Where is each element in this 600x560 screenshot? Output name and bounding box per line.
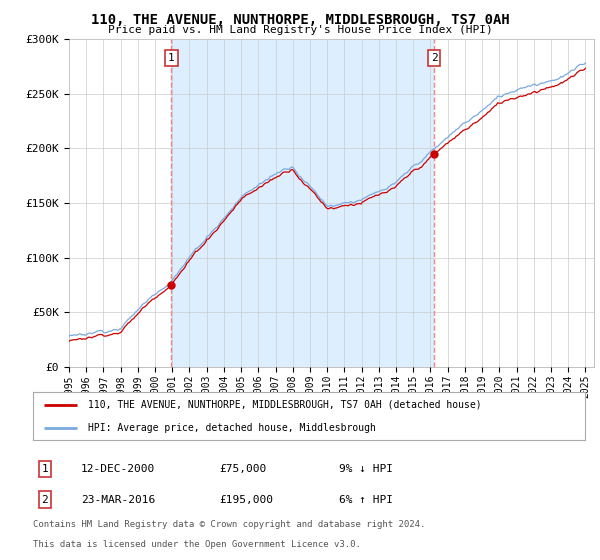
Text: 2: 2 [431,53,437,63]
Text: £195,000: £195,000 [219,494,273,505]
Text: 2: 2 [41,494,49,505]
Text: 1: 1 [168,53,175,63]
Text: 23-MAR-2016: 23-MAR-2016 [81,494,155,505]
Text: 1: 1 [41,464,49,474]
Text: 9% ↓ HPI: 9% ↓ HPI [339,464,393,474]
Text: 12-DEC-2000: 12-DEC-2000 [81,464,155,474]
Text: 110, THE AVENUE, NUNTHORPE, MIDDLESBROUGH, TS7 0AH (detached house): 110, THE AVENUE, NUNTHORPE, MIDDLESBROUG… [88,400,482,410]
Text: 110, THE AVENUE, NUNTHORPE, MIDDLESBROUGH, TS7 0AH: 110, THE AVENUE, NUNTHORPE, MIDDLESBROUG… [91,13,509,27]
Bar [172,39,434,367]
Text: HPI: Average price, detached house, Middlesbrough: HPI: Average price, detached house, Midd… [88,423,376,433]
Text: Price paid vs. HM Land Registry's House Price Index (HPI): Price paid vs. HM Land Registry's House … [107,25,493,35]
Text: Contains HM Land Registry data © Crown copyright and database right 2024.: Contains HM Land Registry data © Crown c… [33,520,425,529]
Text: 6% ↑ HPI: 6% ↑ HPI [339,494,393,505]
Text: £75,000: £75,000 [219,464,266,474]
Text: This data is licensed under the Open Government Licence v3.0.: This data is licensed under the Open Gov… [33,540,361,549]
